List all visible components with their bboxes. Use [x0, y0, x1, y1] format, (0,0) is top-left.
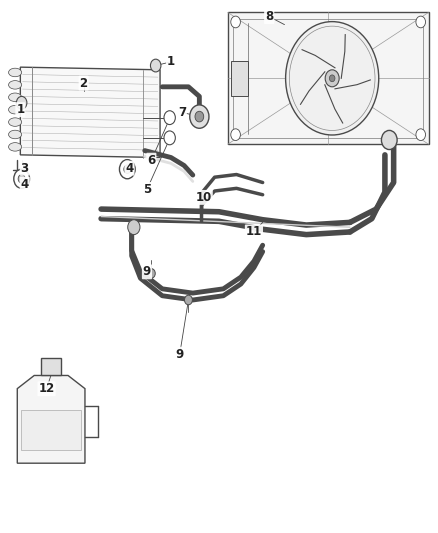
Text: 4: 4	[21, 177, 29, 191]
Circle shape	[416, 129, 426, 141]
Ellipse shape	[9, 106, 21, 114]
Bar	[233, 19, 424, 138]
Text: 7: 7	[178, 106, 186, 119]
Circle shape	[164, 131, 175, 145]
Bar	[231, 61, 248, 95]
Circle shape	[195, 111, 204, 122]
Ellipse shape	[9, 143, 21, 151]
Ellipse shape	[9, 118, 21, 126]
Ellipse shape	[9, 93, 21, 101]
Circle shape	[325, 70, 339, 87]
Text: 1: 1	[167, 55, 175, 68]
Polygon shape	[20, 67, 160, 158]
Ellipse shape	[9, 130, 21, 139]
Circle shape	[231, 16, 240, 28]
Circle shape	[381, 131, 397, 150]
Text: 2: 2	[80, 77, 88, 90]
Bar	[21, 410, 81, 450]
Circle shape	[184, 295, 192, 305]
Circle shape	[128, 220, 140, 235]
Text: 4: 4	[125, 161, 134, 175]
Circle shape	[164, 111, 175, 125]
Circle shape	[16, 96, 27, 109]
Ellipse shape	[9, 80, 21, 89]
Circle shape	[14, 169, 29, 188]
Circle shape	[416, 16, 426, 28]
Circle shape	[286, 22, 379, 135]
Bar	[228, 12, 428, 144]
Text: 9: 9	[176, 348, 184, 361]
Circle shape	[190, 105, 209, 128]
Text: 11: 11	[246, 225, 262, 238]
Circle shape	[150, 59, 161, 72]
Circle shape	[124, 165, 131, 173]
Text: 1: 1	[16, 103, 25, 116]
Circle shape	[148, 269, 155, 278]
Circle shape	[231, 129, 240, 141]
Bar	[41, 359, 61, 375]
Circle shape	[120, 160, 135, 179]
Text: 3: 3	[21, 161, 29, 175]
Circle shape	[18, 174, 25, 183]
Text: 6: 6	[147, 154, 155, 167]
Text: 12: 12	[39, 382, 55, 395]
Text: 5: 5	[143, 183, 151, 196]
Text: 10: 10	[196, 191, 212, 204]
Text: 9: 9	[143, 265, 151, 278]
Polygon shape	[17, 375, 85, 463]
Circle shape	[329, 75, 335, 82]
Text: 8: 8	[265, 10, 273, 23]
Ellipse shape	[9, 68, 21, 77]
